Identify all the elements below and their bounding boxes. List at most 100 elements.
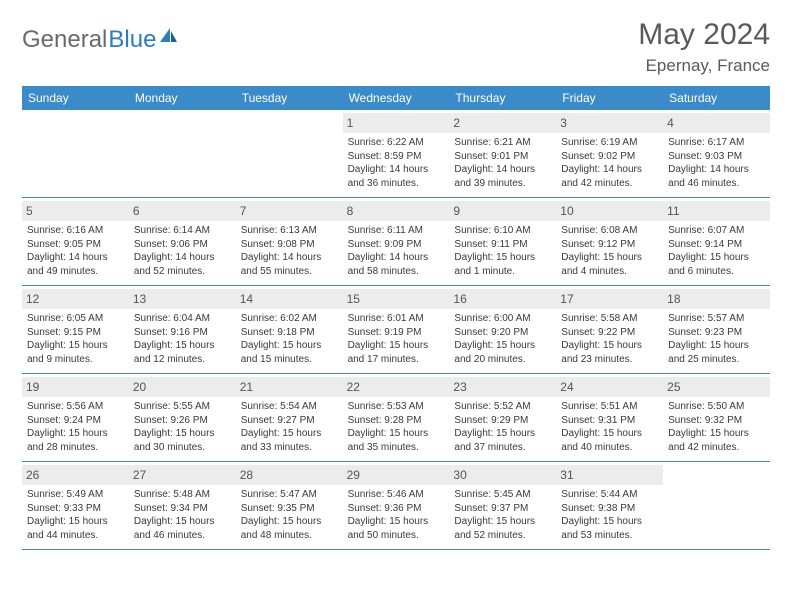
day-number: 9 [449,201,556,221]
daylight-text-line2: and 39 minutes. [454,177,551,191]
day-number: 10 [556,201,663,221]
calendar-cell: 4Sunrise: 6:17 AMSunset: 9:03 PMDaylight… [663,110,770,198]
daylight-text-line1: Daylight: 14 hours [348,251,445,265]
daylight-text-line2: and 42 minutes. [668,441,765,455]
day-number: 5 [22,201,129,221]
sunset-text: Sunset: 9:37 PM [454,502,551,516]
sunset-text: Sunset: 9:06 PM [134,238,231,252]
daylight-text-line2: and 37 minutes. [454,441,551,455]
day-number: 28 [236,465,343,485]
sunrise-text: Sunrise: 5:46 AM [348,488,445,502]
sunset-text: Sunset: 9:15 PM [27,326,124,340]
sunrise-text: Sunrise: 5:54 AM [241,400,338,414]
daylight-text-line2: and 12 minutes. [134,353,231,367]
daylight-text-line2: and 46 minutes. [134,529,231,543]
daylight-text-line1: Daylight: 15 hours [668,339,765,353]
daylight-text-line1: Daylight: 15 hours [27,427,124,441]
day-number: 3 [556,113,663,133]
sunrise-text: Sunrise: 5:58 AM [561,312,658,326]
daylight-text-line2: and 30 minutes. [134,441,231,455]
sunrise-text: Sunrise: 5:52 AM [454,400,551,414]
sunset-text: Sunset: 9:02 PM [561,150,658,164]
daylight-text-line2: and 49 minutes. [27,265,124,279]
sunset-text: Sunset: 9:01 PM [454,150,551,164]
sunrise-text: Sunrise: 6:07 AM [668,224,765,238]
daylight-text-line2: and 25 minutes. [668,353,765,367]
day-number: 4 [663,113,770,133]
weekday-header: Thursday [449,86,556,110]
daylight-text-line1: Daylight: 14 hours [454,163,551,177]
sunset-text: Sunset: 9:12 PM [561,238,658,252]
sunrise-text: Sunrise: 6:16 AM [27,224,124,238]
daylight-text-line2: and 44 minutes. [27,529,124,543]
sunset-text: Sunset: 9:05 PM [27,238,124,252]
sunrise-text: Sunrise: 5:51 AM [561,400,658,414]
day-number: 2 [449,113,556,133]
daylight-text-line1: Daylight: 14 hours [348,163,445,177]
daylight-text-line1: Daylight: 15 hours [668,427,765,441]
calendar-page: General Blue May 2024 Epernay, France Su… [0,0,792,568]
sunset-text: Sunset: 9:23 PM [668,326,765,340]
calendar-cell: 28Sunrise: 5:47 AMSunset: 9:35 PMDayligh… [236,462,343,550]
daylight-text-line1: Daylight: 15 hours [348,427,445,441]
calendar-cell: 7Sunrise: 6:13 AMSunset: 9:08 PMDaylight… [236,198,343,286]
day-number: 23 [449,377,556,397]
daylight-text-line2: and 1 minute. [454,265,551,279]
sunset-text: Sunset: 9:34 PM [134,502,231,516]
daylight-text-line2: and 35 minutes. [348,441,445,455]
daylight-text-line1: Daylight: 15 hours [27,515,124,529]
day-number: 31 [556,465,663,485]
sunset-text: Sunset: 9:36 PM [348,502,445,516]
daylight-text-line1: Daylight: 15 hours [241,515,338,529]
month-title: May 2024 [638,18,770,52]
day-number: 25 [663,377,770,397]
daylight-text-line2: and 58 minutes. [348,265,445,279]
day-number: 20 [129,377,236,397]
daylight-text-line1: Daylight: 15 hours [454,251,551,265]
daylight-text-line1: Daylight: 15 hours [454,515,551,529]
sunrise-text: Sunrise: 5:57 AM [668,312,765,326]
calendar-cell: 27Sunrise: 5:48 AMSunset: 9:34 PMDayligh… [129,462,236,550]
calendar-cell: 25Sunrise: 5:50 AMSunset: 9:32 PMDayligh… [663,374,770,462]
daylight-text-line1: Daylight: 15 hours [134,515,231,529]
sunrise-text: Sunrise: 5:47 AM [241,488,338,502]
calendar-cell: 11Sunrise: 6:07 AMSunset: 9:14 PMDayligh… [663,198,770,286]
sunrise-text: Sunrise: 5:44 AM [561,488,658,502]
sunrise-text: Sunrise: 5:48 AM [134,488,231,502]
daylight-text-line1: Daylight: 15 hours [27,339,124,353]
sunrise-text: Sunrise: 6:14 AM [134,224,231,238]
calendar-cell: 17Sunrise: 5:58 AMSunset: 9:22 PMDayligh… [556,286,663,374]
sunrise-text: Sunrise: 6:01 AM [348,312,445,326]
day-number: 1 [343,113,450,133]
brand-part1: General [22,26,107,54]
calendar-cell [129,110,236,198]
day-number: 12 [22,289,129,309]
day-number: 21 [236,377,343,397]
calendar-cell: 23Sunrise: 5:52 AMSunset: 9:29 PMDayligh… [449,374,556,462]
daylight-text-line1: Daylight: 15 hours [561,339,658,353]
day-number: 19 [22,377,129,397]
calendar-cell: 30Sunrise: 5:45 AMSunset: 9:37 PMDayligh… [449,462,556,550]
sunset-text: Sunset: 9:33 PM [27,502,124,516]
calendar-cell: 26Sunrise: 5:49 AMSunset: 9:33 PMDayligh… [22,462,129,550]
calendar-cell: 24Sunrise: 5:51 AMSunset: 9:31 PMDayligh… [556,374,663,462]
calendar-grid: 1Sunrise: 6:22 AMSunset: 8:59 PMDaylight… [22,110,770,550]
daylight-text-line2: and 4 minutes. [561,265,658,279]
weekday-header: Friday [556,86,663,110]
sunrise-text: Sunrise: 6:08 AM [561,224,658,238]
day-number: 14 [236,289,343,309]
day-number: 13 [129,289,236,309]
brand-logo: General Blue [22,26,178,54]
daylight-text-line2: and 20 minutes. [454,353,551,367]
daylight-text-line1: Daylight: 15 hours [561,515,658,529]
calendar-cell: 12Sunrise: 6:05 AMSunset: 9:15 PMDayligh… [22,286,129,374]
sunrise-text: Sunrise: 6:10 AM [454,224,551,238]
daylight-text-line1: Daylight: 15 hours [134,339,231,353]
daylight-text-line1: Daylight: 14 hours [668,163,765,177]
weekday-header: Wednesday [343,86,450,110]
calendar-cell: 10Sunrise: 6:08 AMSunset: 9:12 PMDayligh… [556,198,663,286]
calendar-cell: 20Sunrise: 5:55 AMSunset: 9:26 PMDayligh… [129,374,236,462]
day-number: 24 [556,377,663,397]
daylight-text-line1: Daylight: 15 hours [454,339,551,353]
sunrise-text: Sunrise: 6:22 AM [348,136,445,150]
